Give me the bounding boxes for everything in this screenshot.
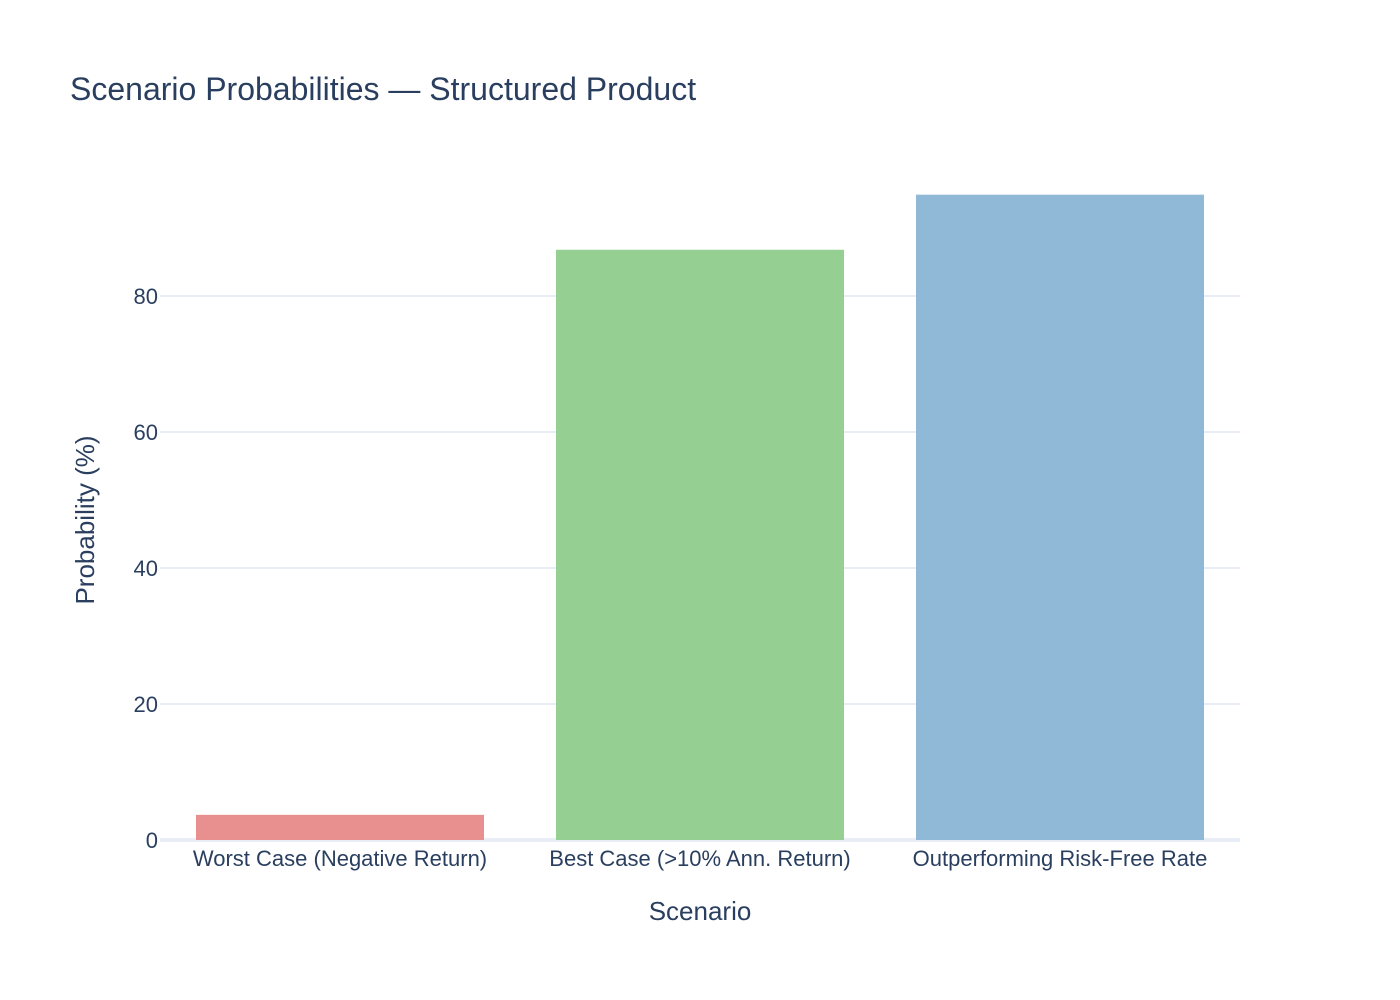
bar[interactable]: [556, 249, 844, 840]
bar[interactable]: [196, 814, 484, 840]
x-tick-label: Worst Case (Negative Return): [193, 846, 487, 871]
y-axis-ticks: 0 20 40 60 80: [134, 284, 158, 853]
x-tick-label: Outperforming Risk-Free Rate: [913, 846, 1208, 871]
y-tick-label: 0: [146, 828, 158, 853]
chart-title: Scenario Probabilities — Structured Prod…: [70, 71, 696, 107]
x-axis-title: Scenario: [649, 896, 752, 926]
y-tick-label: 80: [134, 284, 158, 309]
bar[interactable]: [916, 194, 1204, 840]
bars: [196, 194, 1204, 840]
x-axis-ticks: Worst Case (Negative Return) Best Case (>…: [193, 846, 1207, 871]
y-tick-label: 40: [134, 556, 158, 581]
y-tick-label: 60: [134, 420, 158, 445]
y-tick-label: 20: [134, 692, 158, 717]
x-tick-label: Best Case (>10% Ann. Return): [549, 846, 850, 871]
y-axis-title: Probability (%): [70, 435, 100, 604]
